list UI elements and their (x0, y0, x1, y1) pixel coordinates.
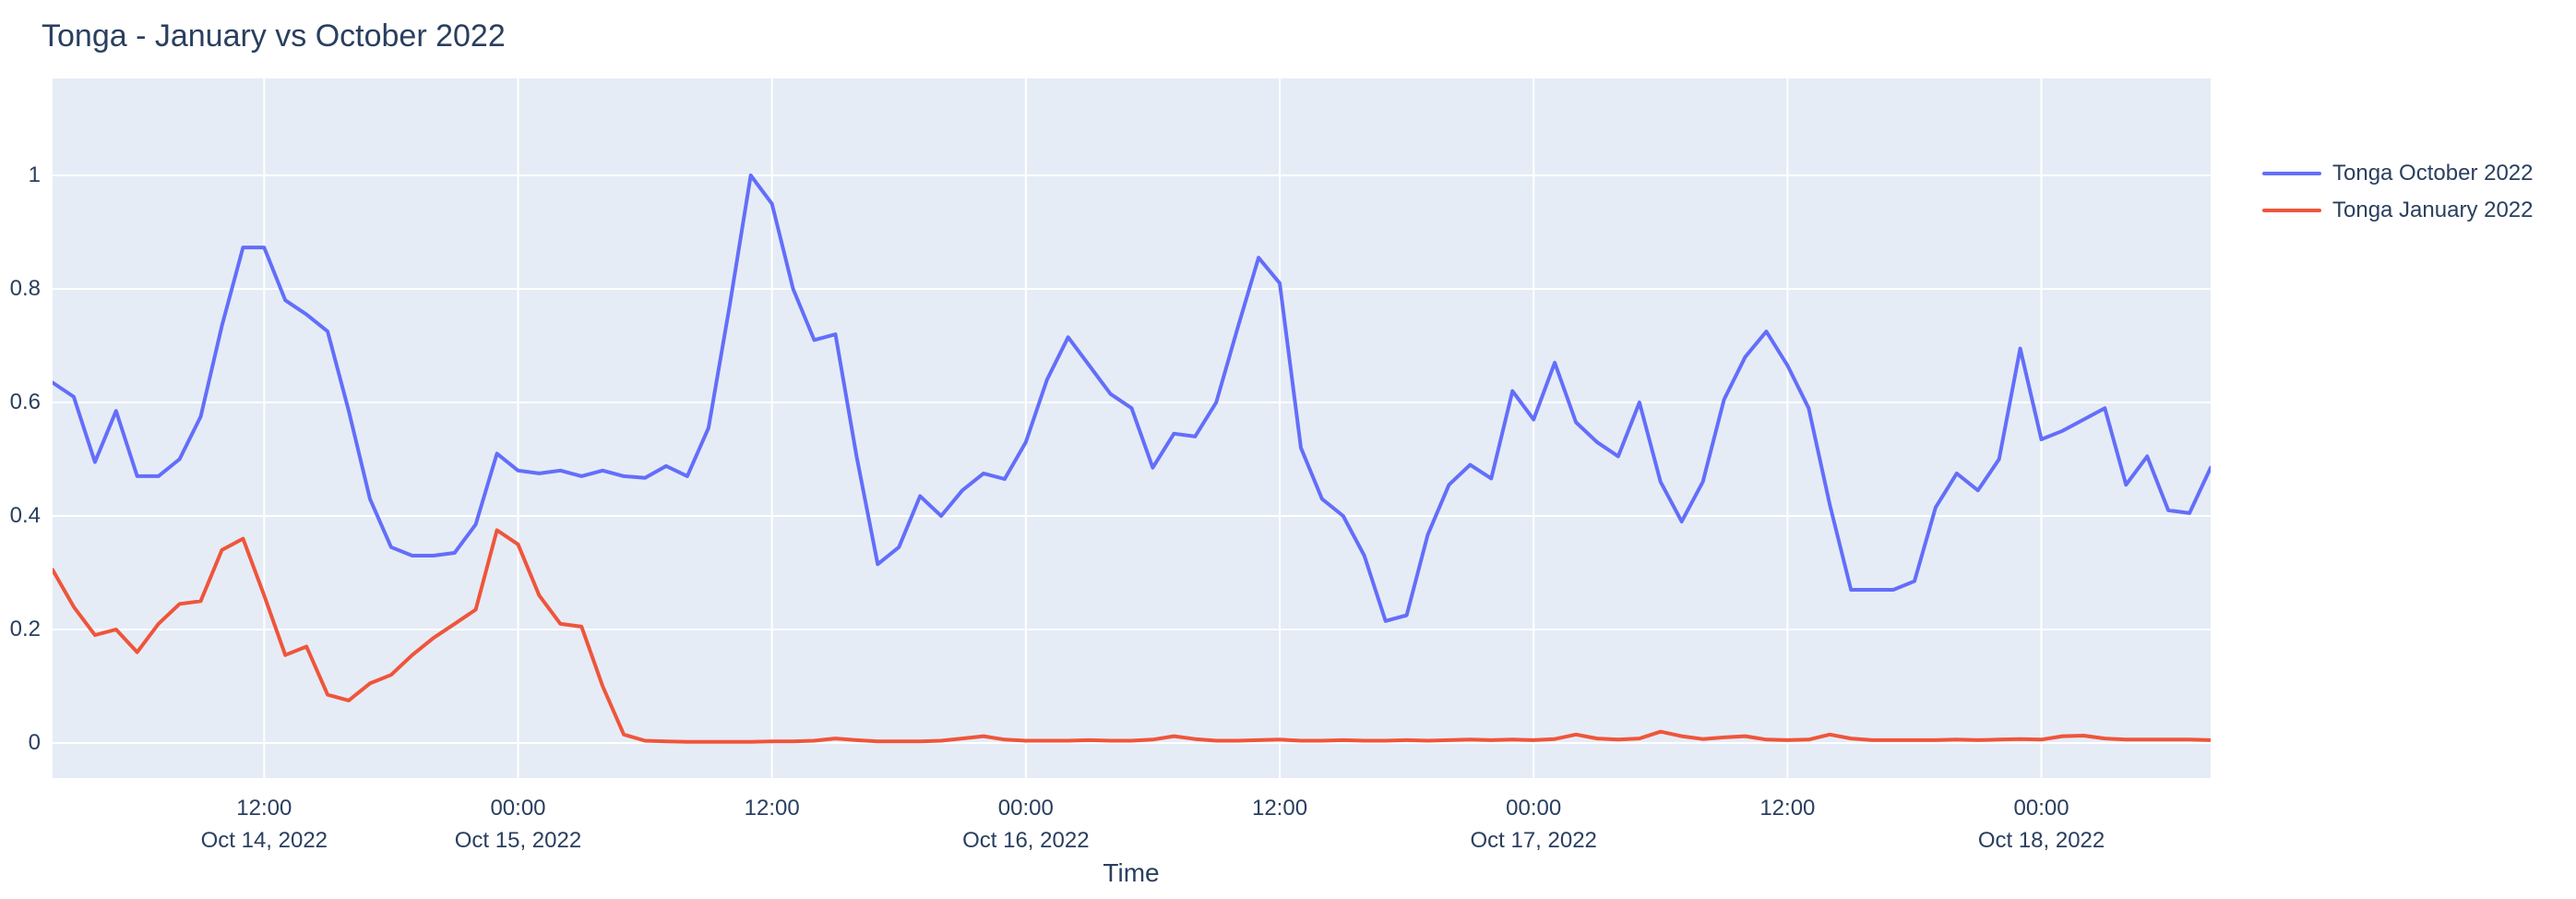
x-tick-date: Oct 15, 2022 (454, 828, 582, 853)
series-line-tonga-october-2022[interactable] (53, 174, 2211, 623)
x-tick-label: 00:00 Oct 16, 2022 (962, 792, 1089, 857)
x-tick-time: 00:00 (1506, 796, 1562, 821)
x-tick-label: 12:00 Oct 14, 2022 (201, 792, 328, 857)
x-axis-title: Time (1103, 858, 1160, 887)
x-tick-time: 12:00 (236, 796, 292, 821)
x-tick-date: Oct 17, 2022 (1470, 828, 1597, 853)
x-tick-label: 00:00 Oct 15, 2022 (455, 792, 581, 857)
x-tick-time: 12:00 (1759, 796, 1816, 821)
x-tick-date: Oct 18, 2022 (1977, 828, 2105, 853)
y-tick-label: 1 (28, 162, 41, 187)
y-tick-label: 0.8 (9, 276, 41, 301)
plot-svg[interactable] (53, 78, 2211, 778)
legend-label: Tonga October 2022 (2332, 161, 2534, 186)
legend-line-sample-icon (2262, 172, 2321, 175)
series-line-tonga-january-2022[interactable] (53, 528, 2211, 744)
legend-item-tonga-january-2022[interactable]: Tonga January 2022 (2262, 192, 2534, 229)
legend: Tonga October 2022 Tonga January 2022 (2262, 155, 2534, 229)
y-tick-label: 0.2 (9, 617, 41, 641)
y-tick-label: 0.6 (9, 390, 41, 414)
x-tick-time: 12:00 (744, 796, 800, 821)
x-tick-label: 12:00 (745, 792, 800, 824)
x-tick-time: 12:00 (1251, 796, 1308, 821)
legend-line-sample-icon (2262, 209, 2321, 212)
x-tick-label: 12:00 (1759, 792, 1815, 824)
x-tick-label: 12:00 (1252, 792, 1307, 824)
x-tick-label: 00:00 Oct 18, 2022 (1978, 792, 2105, 857)
plot-area[interactable] (53, 78, 2211, 778)
legend-label: Tonga January 2022 (2332, 198, 2534, 222)
x-tick-time: 00:00 (997, 796, 1054, 821)
x-tick-label: 00:00 Oct 17, 2022 (1470, 792, 1596, 857)
x-tick-date: Oct 14, 2022 (200, 828, 328, 853)
y-tick-label: 0.4 (9, 503, 41, 528)
x-tick-time: 00:00 (2013, 796, 2069, 821)
x-tick-time: 00:00 (490, 796, 546, 821)
x-tick-date: Oct 16, 2022 (962, 828, 1090, 853)
chart-title: Tonga - January vs October 2022 (42, 18, 506, 54)
legend-item-tonga-october-2022[interactable]: Tonga October 2022 (2262, 155, 2534, 192)
y-tick-label: 0 (28, 730, 41, 755)
